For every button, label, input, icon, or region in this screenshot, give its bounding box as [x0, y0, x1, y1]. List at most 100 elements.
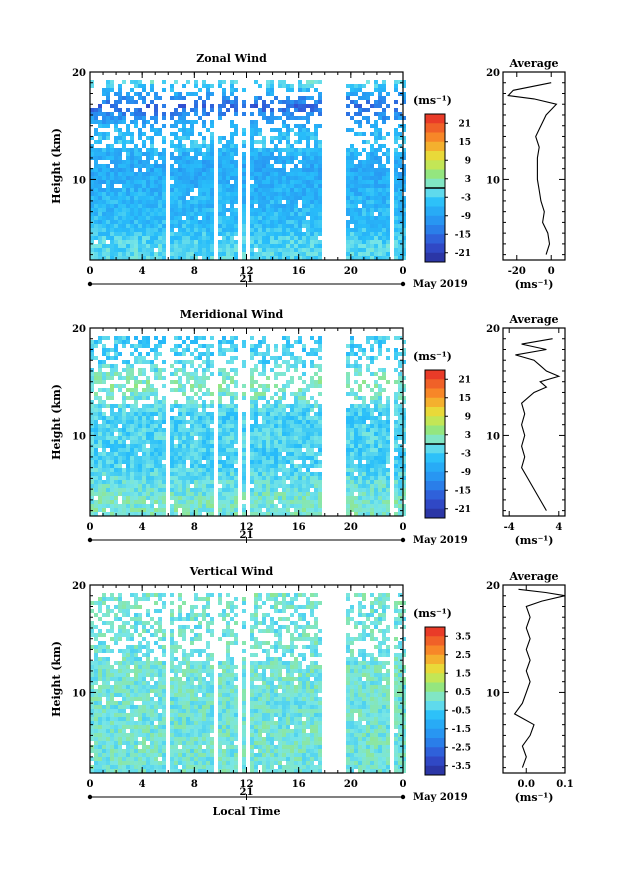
heatmap-cell	[314, 504, 318, 508]
heatmap-cell	[314, 236, 318, 240]
heatmap-cell	[398, 136, 402, 140]
heatmap-cell	[202, 220, 206, 224]
heatmap-cell	[378, 116, 382, 120]
heatmap-cell	[110, 252, 114, 256]
heatmap-cell	[198, 364, 202, 368]
heatmap-cell	[266, 104, 270, 108]
heatmap-cell	[170, 492, 174, 496]
heatmap-cell	[382, 192, 386, 196]
heatmap-cell	[206, 248, 210, 252]
heatmap-cell	[398, 484, 402, 488]
heatmap-cell	[366, 176, 370, 180]
heatmap-cell	[118, 460, 122, 464]
heatmap-cell	[294, 140, 298, 144]
heatmap-cell	[266, 236, 270, 240]
heatmap-cell	[146, 232, 150, 236]
heatmap-cell	[154, 204, 158, 208]
heatmap-cell	[366, 252, 370, 256]
heatmap-cell	[286, 236, 290, 240]
heatmap-cell	[354, 484, 358, 488]
heatmap-cell	[374, 428, 378, 432]
heatmap-cell	[126, 156, 130, 160]
heatmap-cell	[210, 364, 214, 368]
heatmap-cell	[194, 212, 198, 216]
heatmap-cell	[106, 204, 110, 208]
heatmap-cell	[378, 156, 382, 160]
heatmap-cell	[286, 424, 290, 428]
heatmap-cell	[182, 240, 186, 244]
heatmap-cell	[94, 232, 98, 236]
heatmap-cell	[350, 464, 354, 468]
heatmap-cell	[102, 344, 106, 348]
heatmap-cell	[402, 412, 406, 416]
heatmap-cell	[110, 104, 114, 108]
heatmap-cell	[174, 436, 178, 440]
heatmap-cell	[262, 208, 266, 212]
heatmap-cell	[162, 148, 166, 152]
heatmap-cell	[318, 100, 322, 104]
heatmap-cell	[362, 424, 366, 428]
heatmap-cell	[106, 216, 110, 220]
heatmap-cell	[94, 468, 98, 472]
heatmap-cell	[126, 176, 130, 180]
heatmap-cell	[314, 240, 318, 244]
heatmap-cell	[374, 256, 378, 260]
heatmap-cell	[258, 112, 262, 116]
heatmap-cell	[258, 176, 262, 180]
heatmap-cell	[154, 220, 158, 224]
heatmap-cell	[378, 188, 382, 192]
heatmap-cell	[194, 488, 198, 492]
heatmap-cell	[286, 416, 290, 420]
heatmap-cell	[178, 480, 182, 484]
heatmap-cell	[302, 460, 306, 464]
heatmap-cell	[262, 192, 266, 196]
heatmap-cell	[258, 224, 262, 228]
heatmap-cell	[106, 456, 110, 460]
heatmap-cell	[194, 112, 198, 116]
heatmap-cell	[138, 248, 142, 252]
heatmap-cell	[242, 220, 246, 224]
heatmap-cell	[278, 440, 282, 444]
heatmap-cell	[298, 100, 302, 104]
heatmap-cell	[170, 96, 174, 100]
heatmap-cell	[198, 436, 202, 440]
heatmap-cell	[134, 476, 138, 480]
heatmap-cell	[266, 464, 270, 468]
heatmap-cell	[186, 156, 190, 160]
heatmap-cell	[230, 160, 234, 164]
heatmap-cell	[394, 128, 398, 132]
heatmap-cell	[318, 80, 322, 84]
heatmap-cell	[114, 244, 118, 248]
heatmap-cell	[382, 236, 386, 240]
heatmap-cell	[114, 436, 118, 440]
heatmap-cell	[90, 448, 94, 452]
colorbar-tick-label: 21	[458, 119, 471, 129]
heatmap-cell	[230, 468, 234, 472]
heatmap-cell	[270, 192, 274, 196]
heatmap-cell	[158, 224, 162, 228]
heatmap-cell	[374, 124, 378, 128]
heatmap-cell	[142, 224, 146, 228]
heatmap-cell	[286, 188, 290, 192]
heatmap-cell	[314, 180, 318, 184]
heatmap-cell	[230, 392, 234, 396]
heatmap-cell	[358, 484, 362, 488]
heatmap-cell	[302, 440, 306, 444]
heatmap-cell	[182, 488, 186, 492]
heatmap-cell	[178, 344, 182, 348]
heatmap-cell	[394, 116, 398, 120]
heatmap-cell	[302, 240, 306, 244]
heatmap-cell	[262, 244, 266, 248]
heatmap-cell	[234, 124, 238, 128]
heatmap-cell	[394, 412, 398, 416]
heatmap-cell	[206, 468, 210, 472]
heatmap-cell	[282, 224, 286, 228]
heatmap-cell	[130, 252, 134, 256]
heatmap-cell	[298, 464, 302, 468]
heatmap-cell	[186, 336, 190, 340]
heatmap-cell	[402, 96, 406, 100]
average-line	[507, 82, 558, 255]
heatmap-cell	[278, 128, 282, 132]
heatmap-cell	[310, 472, 314, 476]
heatmap-cell	[158, 168, 162, 172]
